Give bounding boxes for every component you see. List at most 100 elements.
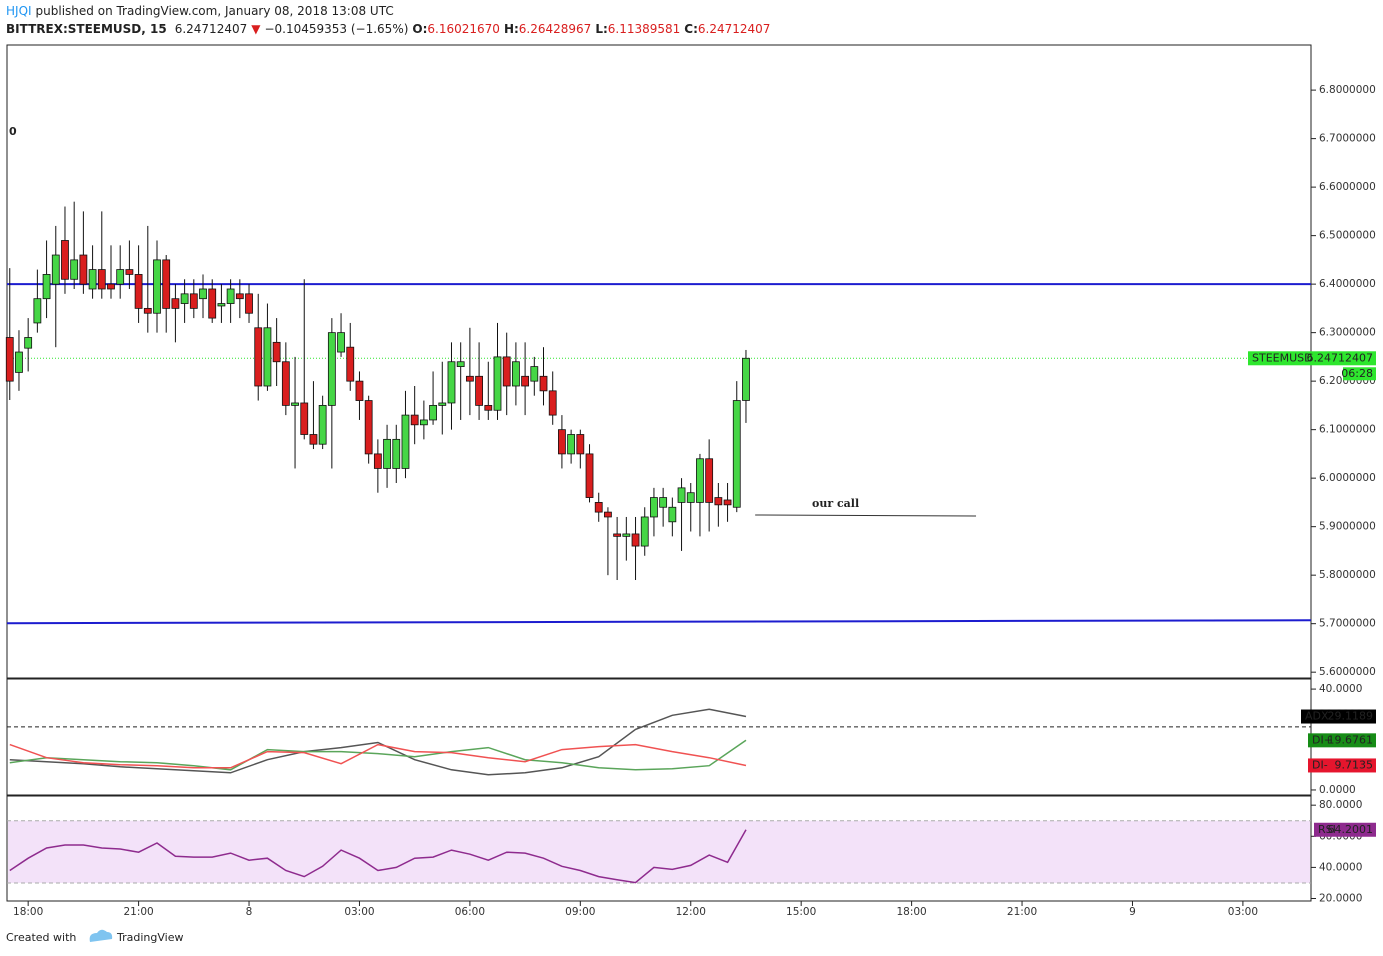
footer-text: Created with [6, 931, 76, 944]
candle-body [742, 357, 750, 401]
candle-body [33, 298, 42, 324]
candle-body [548, 390, 557, 416]
candle-body [337, 332, 345, 353]
series-label-value: 19.6761 [1328, 733, 1374, 746]
candle-body [327, 332, 336, 406]
y-tick-label: 6.5000000 [1319, 230, 1376, 242]
series-label-name: DI- [1312, 758, 1328, 771]
x-tick-label: 15:00 [786, 906, 816, 918]
trend-line [6, 619, 1312, 625]
brand: TradingView [116, 931, 183, 944]
candle-body [153, 259, 161, 314]
y-tick-label: 6.6000000 [1319, 181, 1376, 193]
candle-body [604, 511, 612, 518]
candle-body [143, 307, 152, 314]
candle-body [576, 434, 585, 455]
candle-body [456, 361, 465, 367]
candle-body [318, 404, 327, 445]
y-tick-label: 40.0000 [1319, 861, 1362, 873]
candle-body [512, 361, 520, 387]
symbol-line: BITTREX:STEEMUSD, 15 6.24712407 ▼ −0.104593… [6, 22, 770, 36]
candle-body [383, 438, 391, 469]
candle-body [484, 404, 493, 411]
candle-body [705, 458, 714, 503]
candle-body [631, 533, 640, 547]
candle-body [263, 327, 272, 387]
candle-body [134, 274, 143, 309]
candle-body [447, 361, 456, 404]
series-label-bg [1314, 822, 1376, 837]
edge-label: 0 [9, 125, 17, 138]
candle-body [686, 492, 695, 503]
annotation-line [755, 514, 977, 517]
main-pane [6, 44, 1312, 679]
y-tick-label: 6.1000000 [1319, 424, 1376, 436]
x-tick-label: 09:00 [565, 906, 595, 918]
candles [5, 201, 750, 581]
ohlc-key: C: [684, 22, 698, 36]
dmi-pane [6, 678, 1312, 796]
candle-body [419, 419, 428, 426]
y-tick-label: 5.7000000 [1319, 618, 1376, 630]
ohlc-value: 6.24712407 [698, 22, 771, 36]
candle-body [465, 375, 474, 382]
annotation-text: our call [812, 497, 859, 510]
candle-body [650, 497, 658, 518]
x-tick-label: 03:00 [344, 906, 374, 918]
x-tick-label: 8 [246, 906, 253, 918]
y-tick-label: 6.8000000 [1319, 84, 1376, 96]
candle-body [235, 293, 244, 300]
y-tick-label: 0.0000 [1319, 784, 1356, 796]
candle-body [567, 434, 576, 455]
symbol: BITTREX:STEEMUSD, 15 [6, 22, 167, 36]
candle-body [245, 293, 253, 314]
candle-body [309, 434, 318, 445]
series-label-name: DI+ [1312, 733, 1333, 746]
y-tick-label: 6.0000000 [1319, 472, 1376, 484]
candle-body [401, 414, 410, 469]
candle-body [61, 240, 69, 280]
x-tick-label: 06:00 [455, 906, 485, 918]
candle-body [300, 402, 309, 435]
candle-body [723, 499, 732, 506]
indicator-line [9, 743, 747, 769]
ohlc-key: L: [595, 22, 607, 36]
candle-body [438, 402, 447, 406]
rsi-band [8, 820, 1310, 883]
candle-body [364, 400, 373, 455]
x-tick-label: 9 [1129, 906, 1136, 918]
series-label-bg [1301, 709, 1376, 724]
candle-body [622, 533, 631, 537]
countdown: 06:28 [1341, 367, 1373, 380]
candle-body [373, 453, 382, 469]
candle-body [530, 366, 539, 382]
series-label-value: 29.1189 [1328, 710, 1374, 723]
ohlc-key: O: [412, 22, 427, 36]
series-label-name: ADX [1305, 710, 1329, 723]
candle-body [502, 356, 511, 387]
candle-body [475, 375, 483, 406]
candle-body [15, 351, 23, 373]
x-tick-label: 18:00 [896, 906, 926, 918]
ohlc-key: H: [504, 22, 519, 36]
candle-body [125, 269, 134, 275]
ohlc-value: 6.26428967 [519, 22, 592, 36]
y-tick-label: 40.0000 [1319, 683, 1362, 695]
candle-body [189, 293, 198, 309]
y-tick-label: 5.8000000 [1319, 569, 1376, 581]
y-tick-label: 6.4000000 [1319, 278, 1376, 290]
x-tick-label: 12:00 [676, 906, 706, 918]
series-label-bg [1308, 758, 1376, 773]
y-tick-label: 5.9000000 [1319, 521, 1376, 533]
candle-body [162, 259, 171, 309]
candle-body [107, 283, 115, 290]
candle-body [429, 404, 437, 421]
candle-body [696, 458, 704, 503]
indicator-line [9, 739, 747, 771]
candle-body [677, 487, 686, 503]
indicator-line [9, 708, 747, 776]
candle-body [79, 254, 88, 285]
y-tick-label: 6.3000000 [1319, 327, 1376, 339]
y-tick-label: 5.6000000 [1319, 666, 1376, 678]
x-tick-label: 03:00 [1228, 906, 1258, 918]
